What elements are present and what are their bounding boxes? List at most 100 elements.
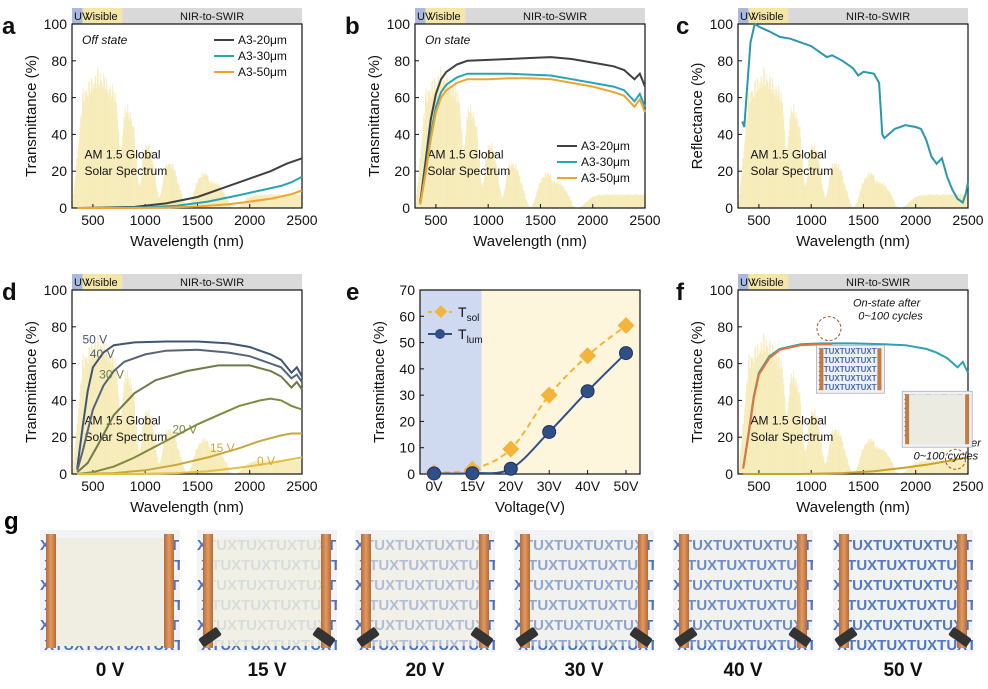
solar-bar bbox=[485, 159, 487, 208]
solar-spectrum bbox=[415, 67, 646, 209]
solar-bar bbox=[565, 191, 567, 208]
solar-bar bbox=[773, 358, 775, 474]
x-tick-label: 2500 bbox=[286, 478, 317, 494]
plot-frame bbox=[71, 23, 303, 209]
solar-bar bbox=[268, 461, 270, 474]
solar-bar bbox=[502, 196, 504, 208]
solar-bar bbox=[784, 131, 786, 208]
solar-bar bbox=[103, 340, 105, 474]
solar-bar bbox=[73, 452, 75, 474]
solar-bar bbox=[739, 194, 741, 208]
solar-bar bbox=[625, 195, 627, 208]
solar-bar bbox=[220, 454, 222, 474]
solar-bar bbox=[142, 425, 144, 474]
solar-bar bbox=[835, 163, 837, 208]
solar-bar bbox=[794, 120, 796, 208]
x-axis-label: Wavelength (nm) bbox=[130, 233, 244, 250]
solar-bar bbox=[154, 174, 156, 208]
solar-bar bbox=[75, 176, 77, 208]
solar-bar bbox=[152, 431, 154, 474]
solar-bar bbox=[100, 80, 102, 208]
solar-bar bbox=[879, 181, 881, 208]
solar-bar bbox=[300, 459, 302, 474]
solar-bar bbox=[158, 464, 160, 474]
solar-bar bbox=[931, 195, 933, 208]
solar-bar bbox=[566, 191, 568, 208]
solar-bar bbox=[854, 206, 856, 208]
solar-bar bbox=[78, 142, 80, 208]
solar-bar bbox=[954, 194, 956, 208]
solar-bar bbox=[498, 184, 500, 208]
solar-bar bbox=[196, 448, 198, 474]
solar-bar bbox=[510, 163, 512, 208]
solar-bar bbox=[532, 204, 534, 208]
solar-bar bbox=[225, 462, 227, 474]
solar-bar bbox=[543, 177, 545, 208]
solar-bar bbox=[828, 178, 830, 208]
solar-bar bbox=[766, 346, 768, 474]
solar-bar bbox=[287, 460, 289, 474]
solar-bar bbox=[526, 200, 528, 208]
solar-bar bbox=[877, 183, 879, 208]
solar-bar bbox=[293, 461, 295, 474]
solar-bar bbox=[193, 192, 195, 208]
solar-bar bbox=[813, 414, 815, 474]
solar-bar bbox=[90, 78, 92, 208]
solar-bar bbox=[163, 439, 165, 474]
solar-bar bbox=[109, 363, 111, 474]
solar-bar bbox=[137, 444, 139, 474]
solar-bar bbox=[150, 150, 152, 208]
solar-bar bbox=[807, 177, 808, 208]
solar-bar bbox=[161, 190, 163, 208]
solar-bar bbox=[507, 172, 509, 208]
solar-bar bbox=[941, 461, 943, 474]
solar-bar bbox=[275, 195, 277, 208]
solar-bar bbox=[879, 184, 881, 208]
solar-bar bbox=[299, 461, 301, 474]
solar-bar bbox=[257, 460, 259, 474]
solar-bar bbox=[957, 193, 959, 208]
y-axis-label: Transmittance (%) bbox=[23, 321, 40, 443]
solar-bar bbox=[609, 194, 611, 208]
solar-bar bbox=[282, 461, 284, 474]
solar-bar bbox=[825, 196, 827, 208]
solar-bar bbox=[817, 425, 819, 474]
x-tick-label: 20V bbox=[498, 478, 524, 494]
solar-bar bbox=[848, 465, 850, 474]
solar-bar bbox=[588, 199, 590, 208]
y-tick-label: 60 bbox=[717, 356, 733, 372]
solar-bar bbox=[423, 119, 425, 208]
solar-label-1: AM 1.5 Global bbox=[85, 147, 161, 161]
solar-bar bbox=[606, 194, 608, 208]
solar-bar bbox=[795, 377, 797, 474]
solar-bar bbox=[881, 450, 883, 474]
solar-bar bbox=[257, 195, 259, 208]
solar-bar bbox=[877, 449, 879, 474]
solar-bar bbox=[567, 195, 569, 208]
solar-bar bbox=[289, 461, 291, 474]
solar-bar bbox=[246, 464, 248, 474]
solar-bar bbox=[85, 357, 87, 474]
solar-bar bbox=[152, 165, 154, 208]
x-tick-label: 1000 bbox=[130, 212, 161, 228]
solar-bar bbox=[905, 471, 907, 474]
solar-bar bbox=[607, 194, 609, 208]
solar-bar bbox=[76, 424, 78, 474]
solar-bar bbox=[213, 447, 215, 474]
solar-bar bbox=[434, 80, 436, 208]
solar-bar bbox=[598, 194, 600, 208]
solar-bar bbox=[818, 431, 820, 474]
solar-bar bbox=[823, 192, 825, 208]
solar-bar bbox=[785, 158, 787, 208]
annotation-on-1: On-state after bbox=[853, 298, 922, 310]
solar-bar bbox=[280, 195, 282, 208]
solar-bar bbox=[183, 468, 185, 474]
solar-bar bbox=[114, 366, 116, 474]
solar-bar bbox=[765, 73, 767, 209]
solar-bar bbox=[895, 205, 897, 208]
solar-bar bbox=[808, 160, 810, 208]
x-tick-label: 2500 bbox=[952, 212, 983, 228]
solar-bar bbox=[912, 198, 914, 208]
solar-bar bbox=[943, 195, 945, 208]
